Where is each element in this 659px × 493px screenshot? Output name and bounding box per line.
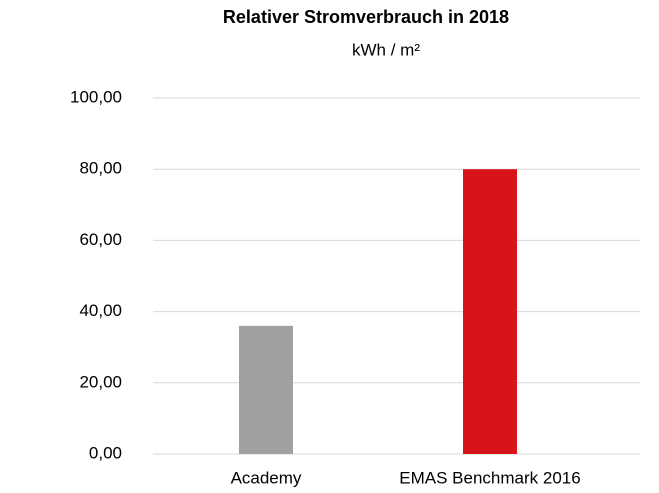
x-tick-label: Academy (231, 468, 302, 487)
y-tick-label: 100,00 (70, 87, 122, 106)
y-tick-label: 80,00 (79, 159, 122, 178)
y-tick-label: 20,00 (79, 372, 122, 391)
y-tick-label: 60,00 (79, 230, 122, 249)
chart-subtitle: kWh / m² (352, 40, 420, 59)
bar (463, 169, 517, 454)
y-tick-label: 0,00 (89, 443, 122, 462)
chart-title: Relativer Stromverbrauch in 2018 (223, 7, 509, 27)
y-tick-label: 40,00 (79, 301, 122, 320)
x-tick-label: EMAS Benchmark 2016 (399, 468, 580, 487)
bar (239, 325, 293, 454)
